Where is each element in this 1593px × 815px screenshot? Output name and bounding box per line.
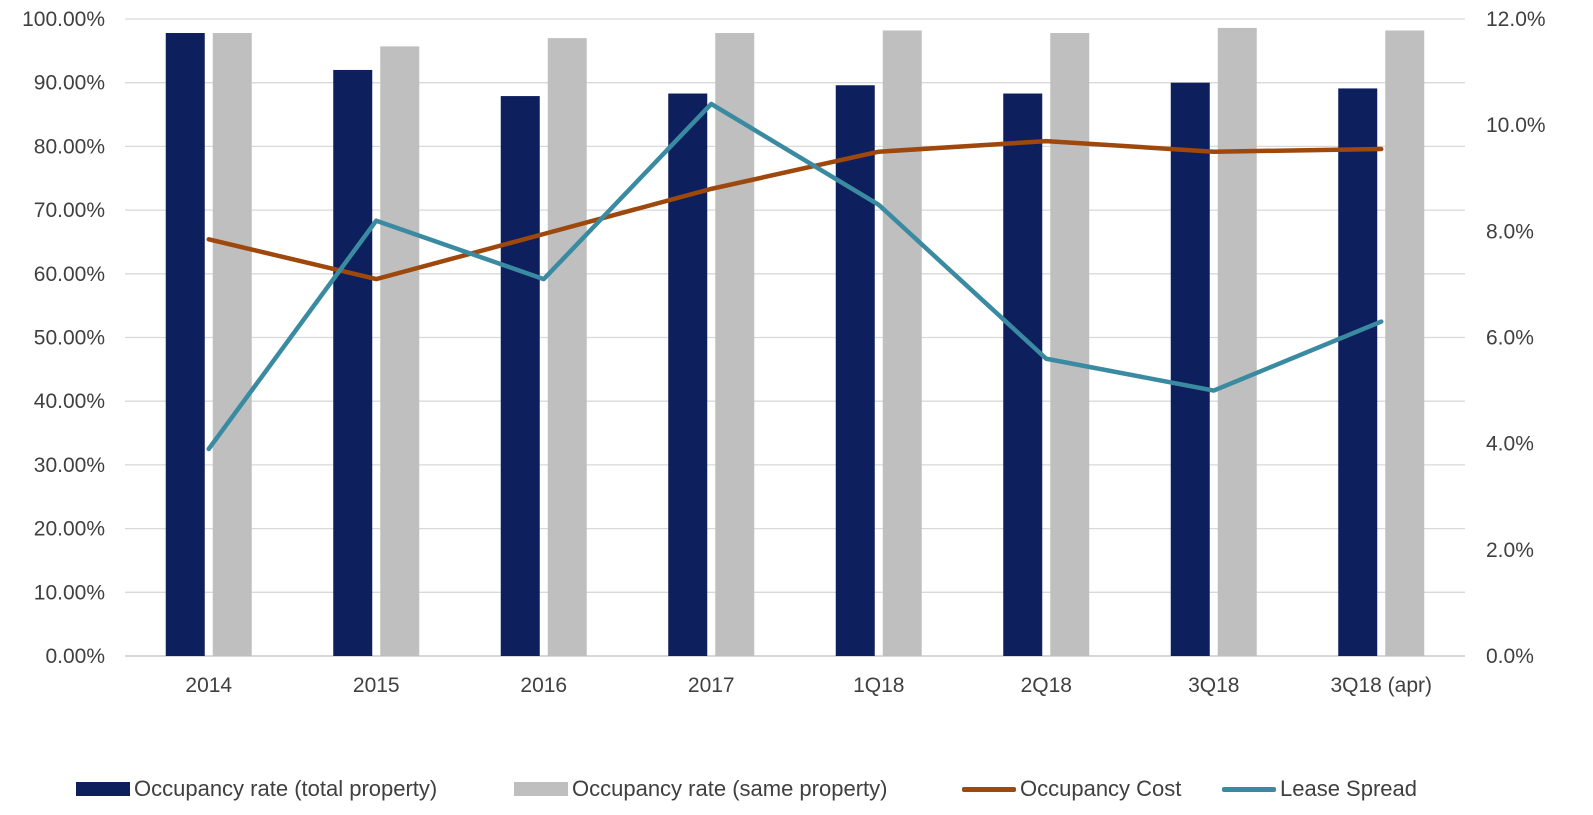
legend-item-occupancy-cost: Occupancy Cost xyxy=(962,772,1181,806)
x-tick-label: 3Q18 xyxy=(1188,674,1239,697)
left-axis-ticks: 0.00% 10.00% 20.00% 30.00% 40.00% 50.00% 60.00… xyxy=(22,8,105,668)
right-axis-ticks: 0.0% 2.0% 4.0% 6.0% 8.0% 10.0% 12.0% xyxy=(1486,8,1546,668)
x-tick-label: 2014 xyxy=(185,674,232,697)
bar-same-property xyxy=(715,33,755,657)
line-lease-spread xyxy=(206,101,1384,452)
x-tick-label: 2015 xyxy=(353,674,400,697)
bar-same-property xyxy=(547,38,587,657)
left-tick-label: 60.00% xyxy=(34,263,105,286)
bar-same-property xyxy=(882,30,922,656)
left-tick-label: 70.00% xyxy=(34,199,105,222)
bar-total-property xyxy=(333,69,373,656)
x-tick-label: 2016 xyxy=(520,674,567,697)
legend-swatch-total-property xyxy=(76,782,130,796)
left-tick-label: 80.00% xyxy=(34,135,105,158)
left-tick-label: 90.00% xyxy=(34,72,105,95)
bar-total-property xyxy=(835,85,875,657)
bar-total-property xyxy=(668,93,708,657)
legend-swatch-same-property xyxy=(514,782,568,796)
legend-item-same-property: Occupancy rate (same property) xyxy=(514,772,887,806)
gridlines xyxy=(125,18,1465,657)
legend-item-total-property: Occupancy rate (total property) xyxy=(76,772,437,806)
x-tick-label: 2017 xyxy=(688,674,735,697)
left-tick-label: 20.00% xyxy=(34,518,105,541)
left-tick-label: 10.00% xyxy=(34,581,105,604)
legend-label-lease-spread: Lease Spread xyxy=(1280,776,1417,801)
bar-same-property xyxy=(212,33,252,657)
left-tick-label: 100.00% xyxy=(22,8,105,31)
legend-label-total-property: Occupancy rate (total property) xyxy=(134,776,438,801)
bar-total-property xyxy=(1003,93,1043,657)
legend-swatch-occupancy-cost xyxy=(962,786,1016,792)
x-tick-label: 1Q18 xyxy=(853,674,904,697)
bar-same-property xyxy=(380,46,420,657)
bar-total-property xyxy=(1170,82,1210,656)
right-tick-label: 10.0% xyxy=(1486,114,1546,137)
x-tick-label: 2Q18 xyxy=(1021,674,1072,697)
right-tick-label: 8.0% xyxy=(1486,220,1534,243)
x-tick-label: 3Q18 (apr) xyxy=(1330,674,1432,697)
bar-total-property xyxy=(500,96,540,656)
right-tick-label: 0.0% xyxy=(1486,645,1534,668)
bar-same-property xyxy=(1050,33,1090,657)
right-tick-label: 4.0% xyxy=(1486,433,1534,456)
bar-same-property xyxy=(1385,30,1425,656)
lines xyxy=(206,101,1384,452)
left-tick-label: 50.00% xyxy=(34,327,105,350)
bar-total-property xyxy=(165,33,205,657)
legend-label-occupancy-cost: Occupancy Cost xyxy=(1020,776,1182,801)
left-tick-label: 30.00% xyxy=(34,454,105,477)
left-tick-label: 0.00% xyxy=(45,645,105,668)
bar-same-property xyxy=(1217,27,1257,657)
bar-total-property xyxy=(1338,88,1378,657)
bars xyxy=(165,27,1425,657)
right-tick-label: 2.0% xyxy=(1486,539,1534,562)
legend-label-same-property: Occupancy rate (same property) xyxy=(572,776,888,801)
right-tick-label: 6.0% xyxy=(1486,327,1534,350)
legend-swatch-lease-spread xyxy=(1222,786,1276,792)
legend: Occupancy rate (total property) Occupanc… xyxy=(0,772,1593,806)
legend-item-lease-spread: Lease Spread xyxy=(1222,772,1417,806)
x-axis-ticks: 2014 2015 2016 2017 1Q18 2Q18 3Q18 3Q18 (apr) xyxy=(185,674,1432,697)
line-occupancy-cost xyxy=(206,138,1384,282)
left-tick-label: 40.00% xyxy=(34,390,105,413)
right-tick-label: 12.0% xyxy=(1486,8,1546,31)
